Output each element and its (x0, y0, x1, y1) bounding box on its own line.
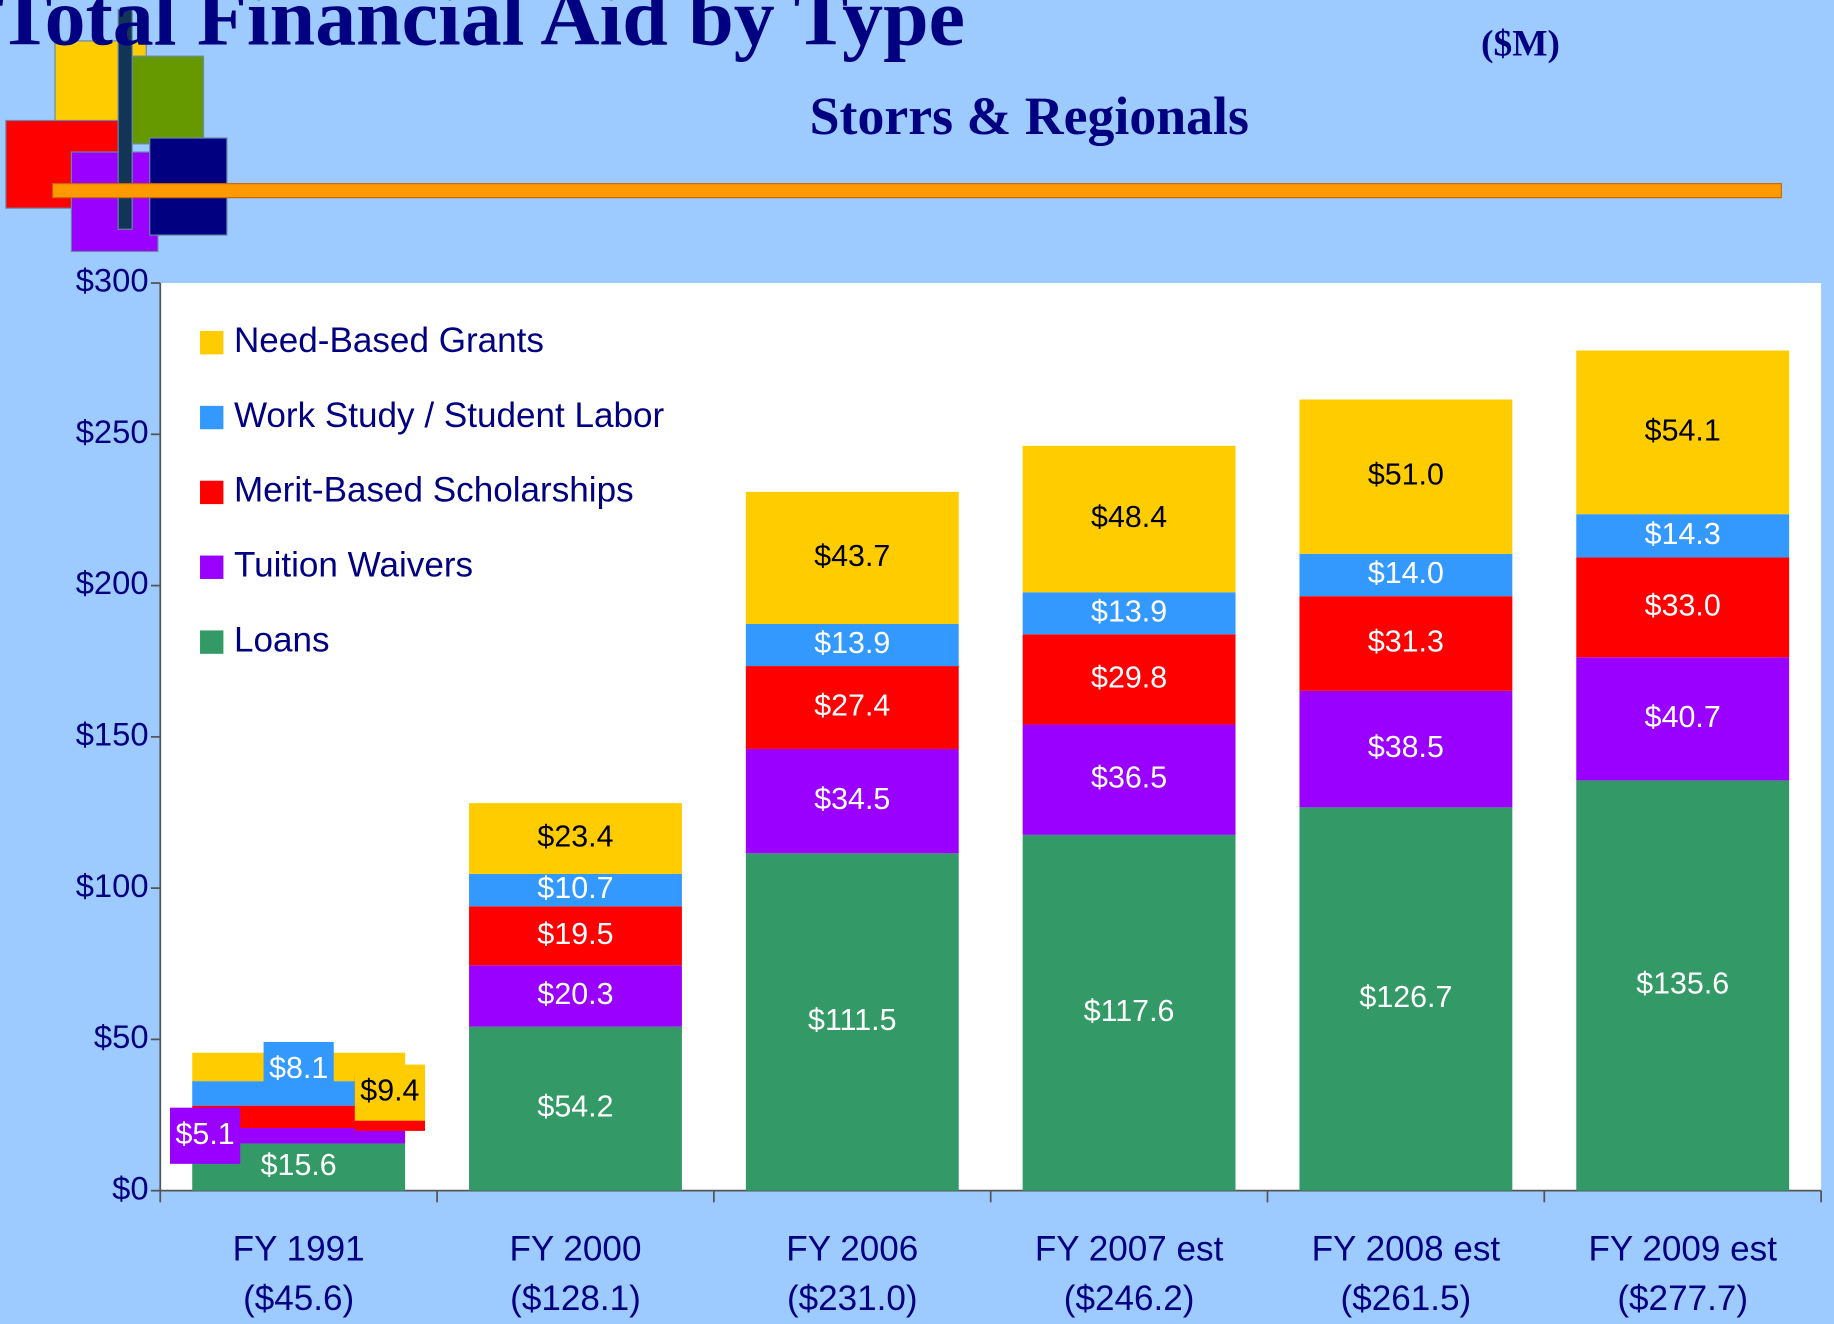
data-label: $9.4 (360, 1074, 419, 1108)
bar-segment (1576, 780, 1790, 1191)
data-label: $20.3 (537, 977, 613, 1011)
legend-label: Loans (234, 620, 330, 659)
x-tick-sublabel: ($277.7) (1617, 1279, 1748, 1318)
data-label: $51.0 (1368, 458, 1444, 492)
bar-segment (469, 906, 682, 966)
y-tick-label: $0 (112, 1169, 148, 1206)
data-label: $27.4 (814, 689, 890, 723)
label-box (354, 1064, 425, 1121)
legend-label: Tuition Waivers (234, 546, 473, 585)
chart-title: Total Financial Aid by Type (0, 0, 965, 63)
y-tick-label: $200 (76, 564, 149, 601)
x-tick-sublabel: ($246.2) (1064, 1279, 1195, 1318)
bar-segment (469, 873, 682, 907)
y-tick-label: $150 (76, 716, 149, 753)
data-label: $43.7 (814, 539, 890, 573)
label-box (170, 1107, 241, 1164)
logo-square (70, 151, 159, 253)
data-label: $14.0 (1368, 556, 1444, 590)
bar-segment (1299, 399, 1513, 554)
data-label: $13.9 (814, 626, 890, 660)
bar-segment (1299, 690, 1513, 808)
data-label: $33.0 (1645, 588, 1721, 622)
bar-segment (1022, 592, 1236, 635)
data-label: $8.1 (269, 1051, 328, 1085)
bar-segment (745, 491, 959, 625)
bar-segment (1576, 514, 1790, 558)
data-label: $13.9 (1091, 594, 1167, 628)
data-label: $135.6 (1636, 967, 1729, 1001)
y-tick-label: $50 (94, 1018, 149, 1055)
data-label: $10.7 (537, 871, 613, 905)
x-tick-label: FY 2009 est (1588, 1230, 1777, 1269)
label-box (263, 1041, 334, 1099)
bar-segment (469, 1026, 682, 1191)
bar-segment (1576, 657, 1790, 781)
data-label: $54.1 (1645, 413, 1721, 447)
logo-bar (117, 8, 133, 230)
data-label: $40.7 (1645, 700, 1721, 734)
data-label: $54.2 (537, 1090, 613, 1124)
data-label: $48.4 (1091, 500, 1167, 534)
bar-segment (1299, 596, 1513, 691)
data-label: $126.7 (1359, 980, 1452, 1014)
bar-segment (1022, 724, 1236, 835)
legend-label: Need-Based Grants (234, 321, 544, 360)
x-tick-sublabel: ($261.5) (1341, 1279, 1472, 1318)
x-tick-sublabel: ($128.1) (510, 1279, 641, 1318)
x-tick-label: FY 2000 (509, 1230, 641, 1269)
data-label: $34.5 (814, 782, 890, 816)
data-label: $38.5 (1368, 730, 1444, 764)
y-tick-label: $250 (76, 413, 149, 450)
data-label: $111.5 (808, 1003, 896, 1037)
data-label: $117.6 (1084, 994, 1175, 1028)
bar-segment (745, 748, 959, 854)
bar-segment (469, 965, 682, 1027)
legend-swatch (200, 405, 224, 430)
legend-swatch (200, 555, 224, 579)
bar-segment (192, 1105, 406, 1129)
chart-subtitle: Storrs & Regionals (810, 86, 1249, 146)
data-label: $19.5 (537, 917, 613, 951)
bar-segment (469, 803, 682, 874)
x-tick-sublabel: ($45.6) (243, 1279, 354, 1318)
title-rule (52, 183, 1782, 199)
bar-segment (745, 624, 959, 667)
x-tick-label: FY 1991 (233, 1230, 365, 1269)
bar-segment (1576, 350, 1790, 515)
data-label: $5.1 (176, 1117, 235, 1151)
plot-area (160, 283, 1822, 1191)
x-tick-sublabel: ($231.0) (787, 1279, 918, 1318)
x-tick-label: FY 2006 (786, 1230, 918, 1269)
data-label: $23.4 (537, 820, 613, 854)
bar-segment (1299, 807, 1513, 1191)
bar-segment (1022, 445, 1236, 593)
data-label: $36.5 (1091, 761, 1167, 795)
legend-swatch (200, 480, 224, 505)
legend-label: Merit-Based Scholarships (234, 471, 634, 510)
bar-segment (745, 853, 959, 1191)
data-label: $15.6 (261, 1148, 337, 1182)
legend-swatch (200, 331, 224, 355)
bar-segment (1576, 557, 1790, 658)
legend-swatch (200, 630, 224, 654)
title-suffix: ($M) (1481, 23, 1560, 64)
data-label: $14.3 (1645, 517, 1721, 551)
bar-segment (1022, 834, 1236, 1191)
bar-segment (1022, 634, 1236, 725)
data-label: $31.3 (1368, 625, 1444, 659)
y-tick-label: $300 (76, 262, 149, 299)
x-tick-label: FY 2008 est (1312, 1230, 1501, 1269)
x-tick-label: FY 2007 est (1035, 1230, 1224, 1269)
y-tick-label: $100 (76, 867, 149, 904)
bar-segment (192, 1128, 406, 1144)
bar-segment (1299, 553, 1513, 597)
data-label: $29.8 (1091, 660, 1167, 694)
bar-segment (745, 666, 959, 749)
logo-square (130, 55, 205, 145)
legend-label: Work Study / Student Labor (234, 396, 665, 435)
